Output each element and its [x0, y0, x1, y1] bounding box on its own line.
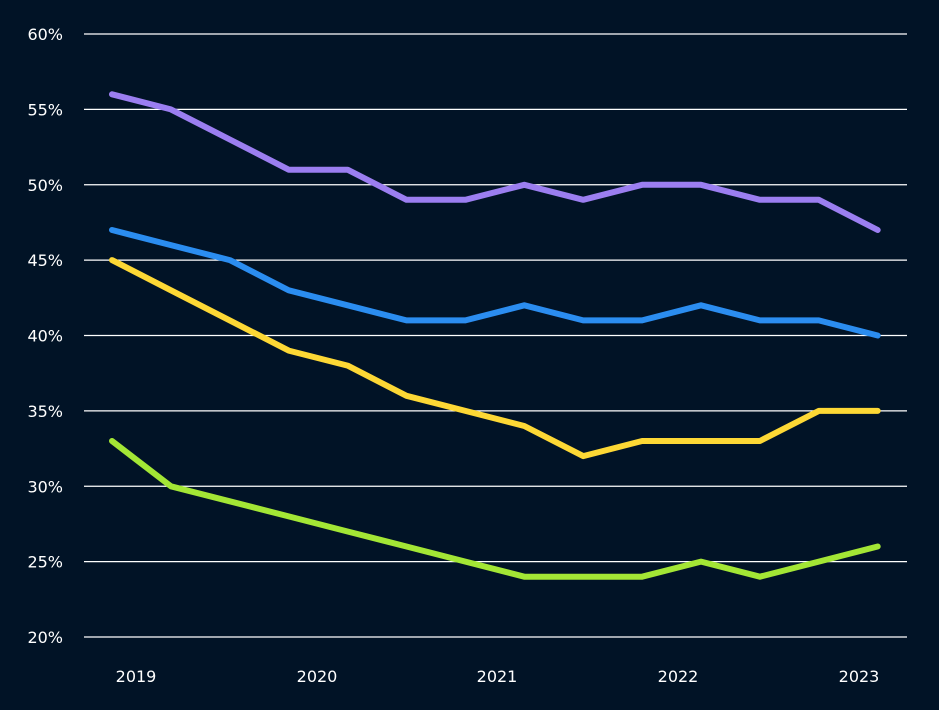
x-tick-label: 2019	[116, 667, 157, 686]
series-line-3	[109, 257, 881, 460]
series-line-4	[109, 438, 881, 580]
y-tick-label: 30%	[27, 477, 63, 496]
y-tick-label: 55%	[27, 100, 63, 119]
x-axis-tick-labels: 2019 2020 2021 2022 2023	[116, 667, 880, 686]
y-tick-label: 60%	[27, 25, 63, 44]
x-tick-label: 2023	[839, 667, 880, 686]
y-tick-label: 35%	[27, 402, 63, 421]
y-tick-label: 50%	[27, 176, 63, 195]
gridlines	[84, 33, 907, 638]
y-tick-label: 20%	[27, 628, 63, 647]
x-tick-label: 2021	[477, 667, 518, 686]
y-axis-tick-labels: 20% 25% 30% 35% 40% 45% 50% 55% 60%	[27, 25, 63, 647]
series-lines	[109, 91, 881, 580]
series-line-2	[109, 227, 881, 339]
y-tick-label: 40%	[27, 327, 63, 346]
y-tick-label: 25%	[27, 553, 63, 572]
series-line-1	[109, 91, 881, 233]
x-tick-label: 2020	[297, 667, 338, 686]
y-tick-label: 45%	[27, 251, 63, 270]
x-tick-label: 2022	[658, 667, 699, 686]
